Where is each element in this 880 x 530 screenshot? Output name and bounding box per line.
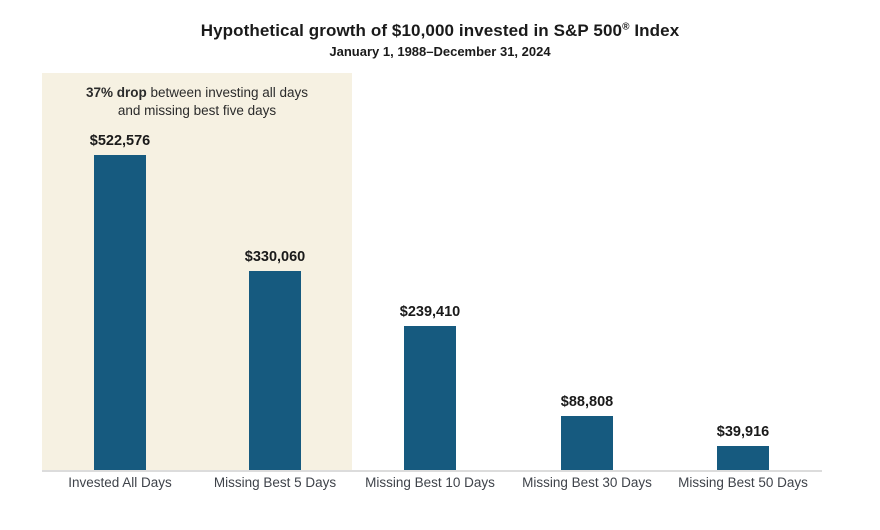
annotation-line2: and missing best five days (117, 103, 277, 118)
chart-title: Hypothetical growth of $10,000 invested … (0, 21, 880, 41)
bar-value-label: $88,808 (560, 394, 614, 410)
x-axis-line (42, 470, 822, 472)
annotation-bold-text: 37% drop (85, 85, 147, 100)
bar-value-label: $330,060 (244, 249, 306, 265)
category-label: Missing Best 50 Days (678, 475, 808, 490)
bar-value-label: $39,916 (716, 424, 770, 440)
bar (561, 416, 613, 470)
bar (249, 271, 301, 470)
bar-value-label: $522,576 (89, 133, 151, 149)
bar (404, 326, 456, 470)
bar (94, 155, 146, 470)
annotation-callout: 37% drop between investing all days and … (42, 73, 352, 120)
category-label: Missing Best 30 Days (522, 475, 652, 490)
bar-value-label: $239,410 (399, 304, 461, 320)
annotation-line1-rest: between investing all days (146, 85, 309, 100)
bar (717, 446, 769, 470)
chart-title-text: Hypothetical growth of $10,000 invested … (200, 21, 623, 40)
chart-title-suffix: Index (629, 21, 680, 40)
category-label: Missing Best 10 Days (365, 475, 495, 490)
annotation-line1: 37% drop between investing all days (42, 84, 352, 102)
category-label: Invested All Days (68, 475, 172, 490)
registered-trademark-symbol: ® (622, 21, 630, 33)
chart-subtitle: January 1, 1988–December 31, 2024 (329, 44, 551, 59)
category-label: Missing Best 5 Days (213, 475, 337, 490)
